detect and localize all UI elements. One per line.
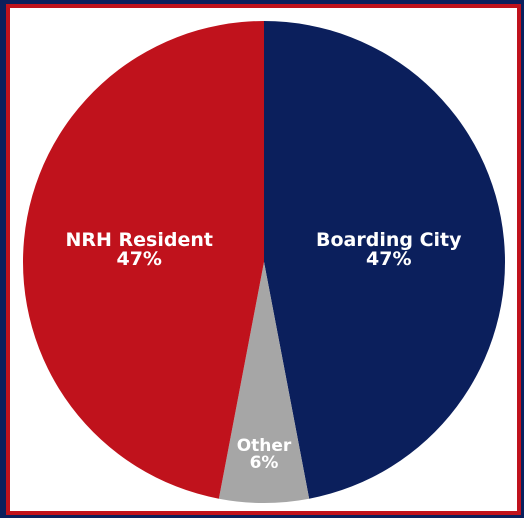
pie-slice-nrh-resident [22,21,265,499]
slice-value-boarding-city: 47% [366,248,411,270]
slice-value-other: 6% [250,453,279,473]
pie-slice-boarding-city [264,21,506,499]
slice-label-boarding-city: Boarding City [316,229,462,251]
slice-label-nrh-resident: NRH Resident [65,229,212,251]
slice-label-other: Other [237,436,292,456]
slice-value-nrh-resident: 47% [116,248,161,270]
pie-slice-other [218,262,310,504]
